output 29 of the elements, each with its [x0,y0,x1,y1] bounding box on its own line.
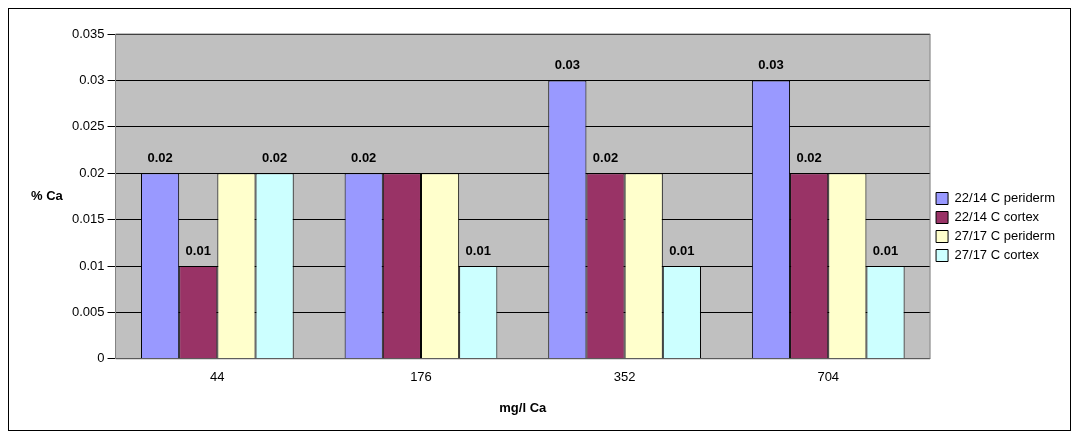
data-label: 0.03 [554,57,580,73]
data-label: 0.02 [261,150,288,166]
legend-label: 22/14 C periderm [954,190,1056,206]
data-label: 0.01 [465,243,491,259]
x-tick-label: 704 [817,369,840,385]
data-label: 0.02 [592,150,619,166]
y-tick-label: 0.015 [71,211,105,227]
x-tick-label: 352 [613,369,636,385]
data-label: 0.02 [796,150,822,166]
legend-label: 27/17 C periderm [954,228,1056,244]
y-tick-label: 0.02 [79,164,105,180]
data-label: 0.01 [872,243,899,259]
x-axis-title: mg/l Ca [499,399,548,415]
y-tick-label: 0 [97,350,105,366]
x-tick-label: 176 [410,369,432,385]
data-label: 0.01 [185,243,211,259]
y-tick-label: 0.025 [71,118,105,134]
x-tick-label: 44 [210,369,225,385]
legend-label: 22/14 C cortex [954,209,1040,225]
y-tick-label: 0.005 [71,303,105,319]
y-tick-label: 0.03 [79,71,105,87]
y-tick-label: 0.035 [71,25,105,41]
y-axis-title: % Ca [31,187,64,203]
data-label: 0.02 [147,150,173,166]
data-label: 0.02 [351,150,377,166]
y-tick-label: 0.01 [79,257,105,273]
data-label: 0.03 [758,57,784,73]
legend-label: 27/17 C cortex [954,247,1040,263]
data-label: 0.01 [669,243,695,259]
